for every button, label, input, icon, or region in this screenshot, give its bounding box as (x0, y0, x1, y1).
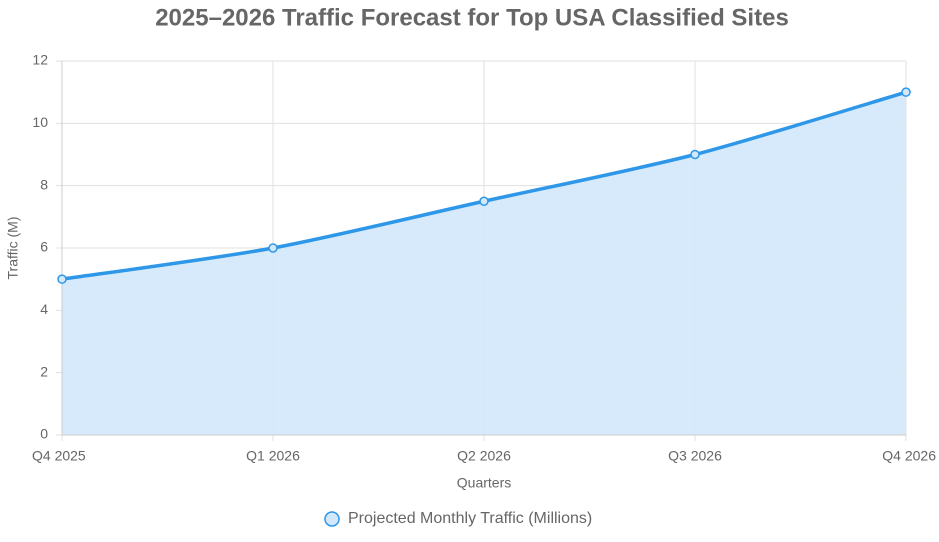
x-tick-label: Q3 2026 (668, 448, 722, 464)
y-axis-title: Traffic (M) (5, 217, 21, 280)
x-tick-label: Q2 2026 (457, 448, 511, 464)
point (690, 149, 700, 160)
area (62, 92, 906, 436)
chart-title: 2025–2026 Traffic Forecast for Top USA C… (155, 4, 789, 31)
y-tick-label: 4 (40, 301, 48, 317)
y-tick-label: 6 (40, 239, 48, 255)
point (901, 87, 911, 97)
legend-marker (324, 511, 340, 527)
y-tick-label: 2 (40, 363, 48, 379)
y-tick-label: 12 (32, 52, 48, 68)
x-tick-label: Q4 2025 (32, 448, 86, 464)
y-tick-label: 8 (40, 176, 48, 192)
x-axis-title: Quarters (457, 475, 511, 491)
y-tick-label: 10 (32, 114, 48, 130)
point (268, 243, 278, 253)
point (57, 274, 67, 284)
y-tick-label: 0 (40, 426, 48, 442)
x-tick-label: Q1 2026 (246, 448, 300, 464)
x-tick-label: Q4 2026 (882, 448, 936, 464)
legend-label: Projected Monthly Traffic (Millions) (348, 510, 592, 527)
point (479, 196, 489, 206)
